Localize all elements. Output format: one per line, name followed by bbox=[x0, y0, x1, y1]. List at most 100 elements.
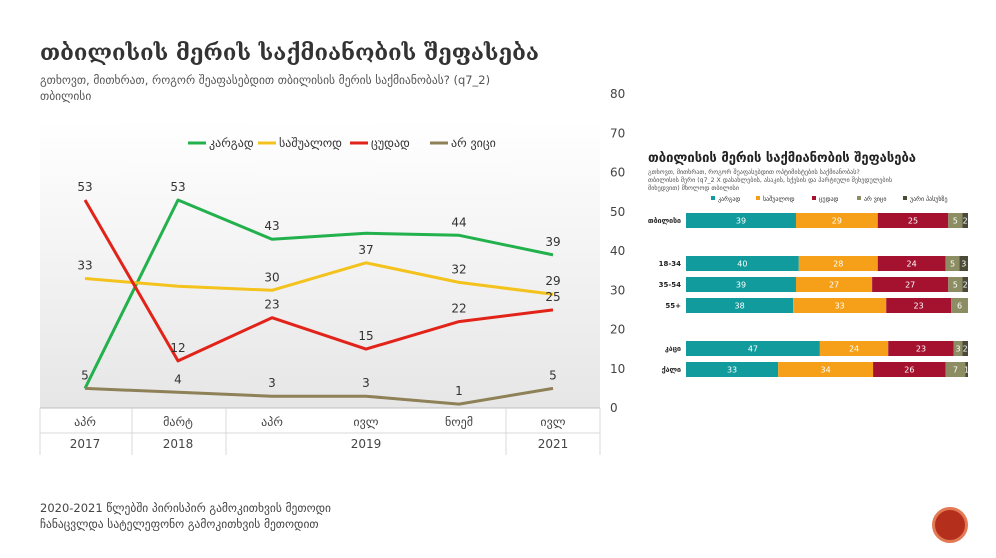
bar-value-label: 33 bbox=[727, 366, 737, 375]
y-tick-label: 70 bbox=[610, 126, 625, 140]
bar-chart-subtitle: გთხოვთ, მითხრათ, როგორ შეაფასებდით ოპტიმ… bbox=[648, 167, 860, 176]
bar-segment bbox=[872, 277, 949, 292]
y-tick-label: 30 bbox=[610, 283, 625, 297]
data-label: 29 bbox=[545, 274, 560, 288]
footer-line-1: 2020-2021 წლებში პირისპირ გამოკითხვის მე… bbox=[40, 501, 331, 515]
x-year-label: 2017 bbox=[70, 437, 101, 451]
data-label: 37 bbox=[358, 243, 373, 257]
bar-value-label: 25 bbox=[908, 217, 918, 226]
bar-row-label: კაცი bbox=[665, 345, 681, 353]
data-label: 4 bbox=[174, 372, 182, 386]
data-label: 53 bbox=[77, 180, 92, 194]
x-tick-label: აპრ bbox=[261, 415, 283, 429]
x-year-label: 2019 bbox=[351, 437, 382, 451]
series-line bbox=[84, 386, 554, 406]
bar-segment bbox=[686, 213, 796, 228]
bar-row-label: თბილისი bbox=[648, 217, 681, 225]
x-tick-label: ნოემ bbox=[445, 415, 473, 429]
y-tick-label: 10 bbox=[610, 362, 625, 376]
data-label: 5 bbox=[81, 368, 89, 382]
bar-value-label: 33 bbox=[835, 302, 845, 311]
bar-segment bbox=[945, 362, 966, 377]
bar-value-label: 27 bbox=[829, 281, 839, 290]
data-label: 23 bbox=[264, 298, 279, 312]
bar-segment bbox=[686, 362, 779, 377]
x-tick-label: ივლ bbox=[540, 415, 565, 429]
bar-segment bbox=[819, 341, 889, 356]
footer-line-2: ჩანაცვლდა სატელეფონო გამოკითხვის მეთოდით bbox=[40, 517, 319, 531]
legend-swatch bbox=[857, 196, 861, 200]
data-label: 3 bbox=[362, 376, 370, 390]
legend-swatch bbox=[711, 196, 715, 200]
bar-value-label: 29 bbox=[832, 217, 842, 226]
legend-label: საშუალოდ bbox=[763, 196, 795, 203]
bar-row-label: 55+ bbox=[665, 302, 681, 310]
bar-row-label: 18-34 bbox=[659, 260, 682, 268]
bar-value-label: 3 bbox=[955, 345, 960, 354]
bar-segment bbox=[962, 213, 968, 228]
data-label: 3 bbox=[268, 376, 276, 390]
y-tick-label: 20 bbox=[610, 323, 625, 337]
page-title: თბილისის მერის საქმიანობის შეფასება bbox=[40, 40, 539, 66]
y-tick-label: 80 bbox=[610, 87, 625, 101]
bar-segment bbox=[948, 277, 963, 292]
data-label: 15 bbox=[358, 329, 373, 343]
bar-segment bbox=[959, 256, 968, 271]
legend-label: უარი პასუხზე bbox=[910, 196, 948, 203]
legend-label: ცუდად bbox=[819, 196, 839, 203]
bar-segment bbox=[793, 298, 887, 313]
data-label: 5 bbox=[549, 368, 557, 382]
bar-value-label: 47 bbox=[748, 345, 758, 354]
bar-segment bbox=[965, 362, 968, 377]
bar-value-label: 23 bbox=[916, 345, 926, 354]
bar-value-label: 26 bbox=[904, 366, 914, 375]
bar-value-label: 6 bbox=[957, 302, 962, 311]
bar-segment bbox=[953, 341, 963, 356]
subtitle-location: თბილისი bbox=[40, 89, 92, 103]
y-tick-label: 50 bbox=[610, 205, 625, 219]
data-label: 39 bbox=[545, 235, 560, 249]
bar-value-label: 34 bbox=[821, 366, 831, 375]
bar-value-label: 39 bbox=[736, 281, 746, 290]
bar-value-label: 24 bbox=[849, 345, 859, 354]
bar-value-label: 28 bbox=[833, 260, 843, 269]
x-year-label: 2018 bbox=[163, 437, 194, 451]
bar-segment bbox=[948, 213, 963, 228]
data-label: 44 bbox=[451, 215, 466, 229]
bar-segment bbox=[886, 298, 952, 313]
bar-value-label: 23 bbox=[914, 302, 924, 311]
bar-value-label: 5 bbox=[953, 217, 958, 226]
data-label: 53 bbox=[170, 180, 185, 194]
bar-segment bbox=[686, 341, 820, 356]
legend-label: არ ვიცი bbox=[451, 136, 496, 150]
bar-segment bbox=[877, 256, 946, 271]
data-label: 33 bbox=[77, 258, 92, 272]
x-tick-label: მარტ bbox=[163, 415, 193, 429]
bar-value-label: 2 bbox=[963, 217, 968, 226]
bar-segment bbox=[798, 256, 878, 271]
legend-label: კარგად bbox=[718, 196, 740, 203]
legend-label: არ ვიცი bbox=[864, 196, 886, 203]
x-tick-label: აპრ bbox=[74, 415, 96, 429]
bar-value-label: 40 bbox=[737, 260, 747, 269]
data-label: 12 bbox=[170, 341, 185, 355]
bar-segment bbox=[951, 298, 968, 313]
bar-segment bbox=[686, 256, 799, 271]
bar-segment bbox=[686, 277, 796, 292]
subtitle-question: გთხოვთ, მითხრათ, როგორ შეაფასებდით თბილი… bbox=[40, 73, 491, 87]
bar-value-label: 27 bbox=[905, 281, 915, 290]
bar-value-label: 2 bbox=[963, 345, 968, 354]
y-tick-label: 60 bbox=[610, 166, 625, 180]
bar-value-label: 1 bbox=[964, 366, 969, 375]
bar-segment bbox=[962, 277, 968, 292]
bar-segment bbox=[795, 277, 873, 292]
data-label: 25 bbox=[545, 290, 560, 304]
bar-value-label: 5 bbox=[950, 260, 955, 269]
data-label: 30 bbox=[264, 270, 279, 284]
bar-segment bbox=[778, 362, 874, 377]
bar-chart-subtitle: თბილისის მერი (q7_2 X დასახლების, ასაკის… bbox=[648, 175, 892, 184]
bar-segment bbox=[962, 341, 968, 356]
bar-value-label: 24 bbox=[907, 260, 917, 269]
bar-value-label: 38 bbox=[734, 302, 744, 311]
